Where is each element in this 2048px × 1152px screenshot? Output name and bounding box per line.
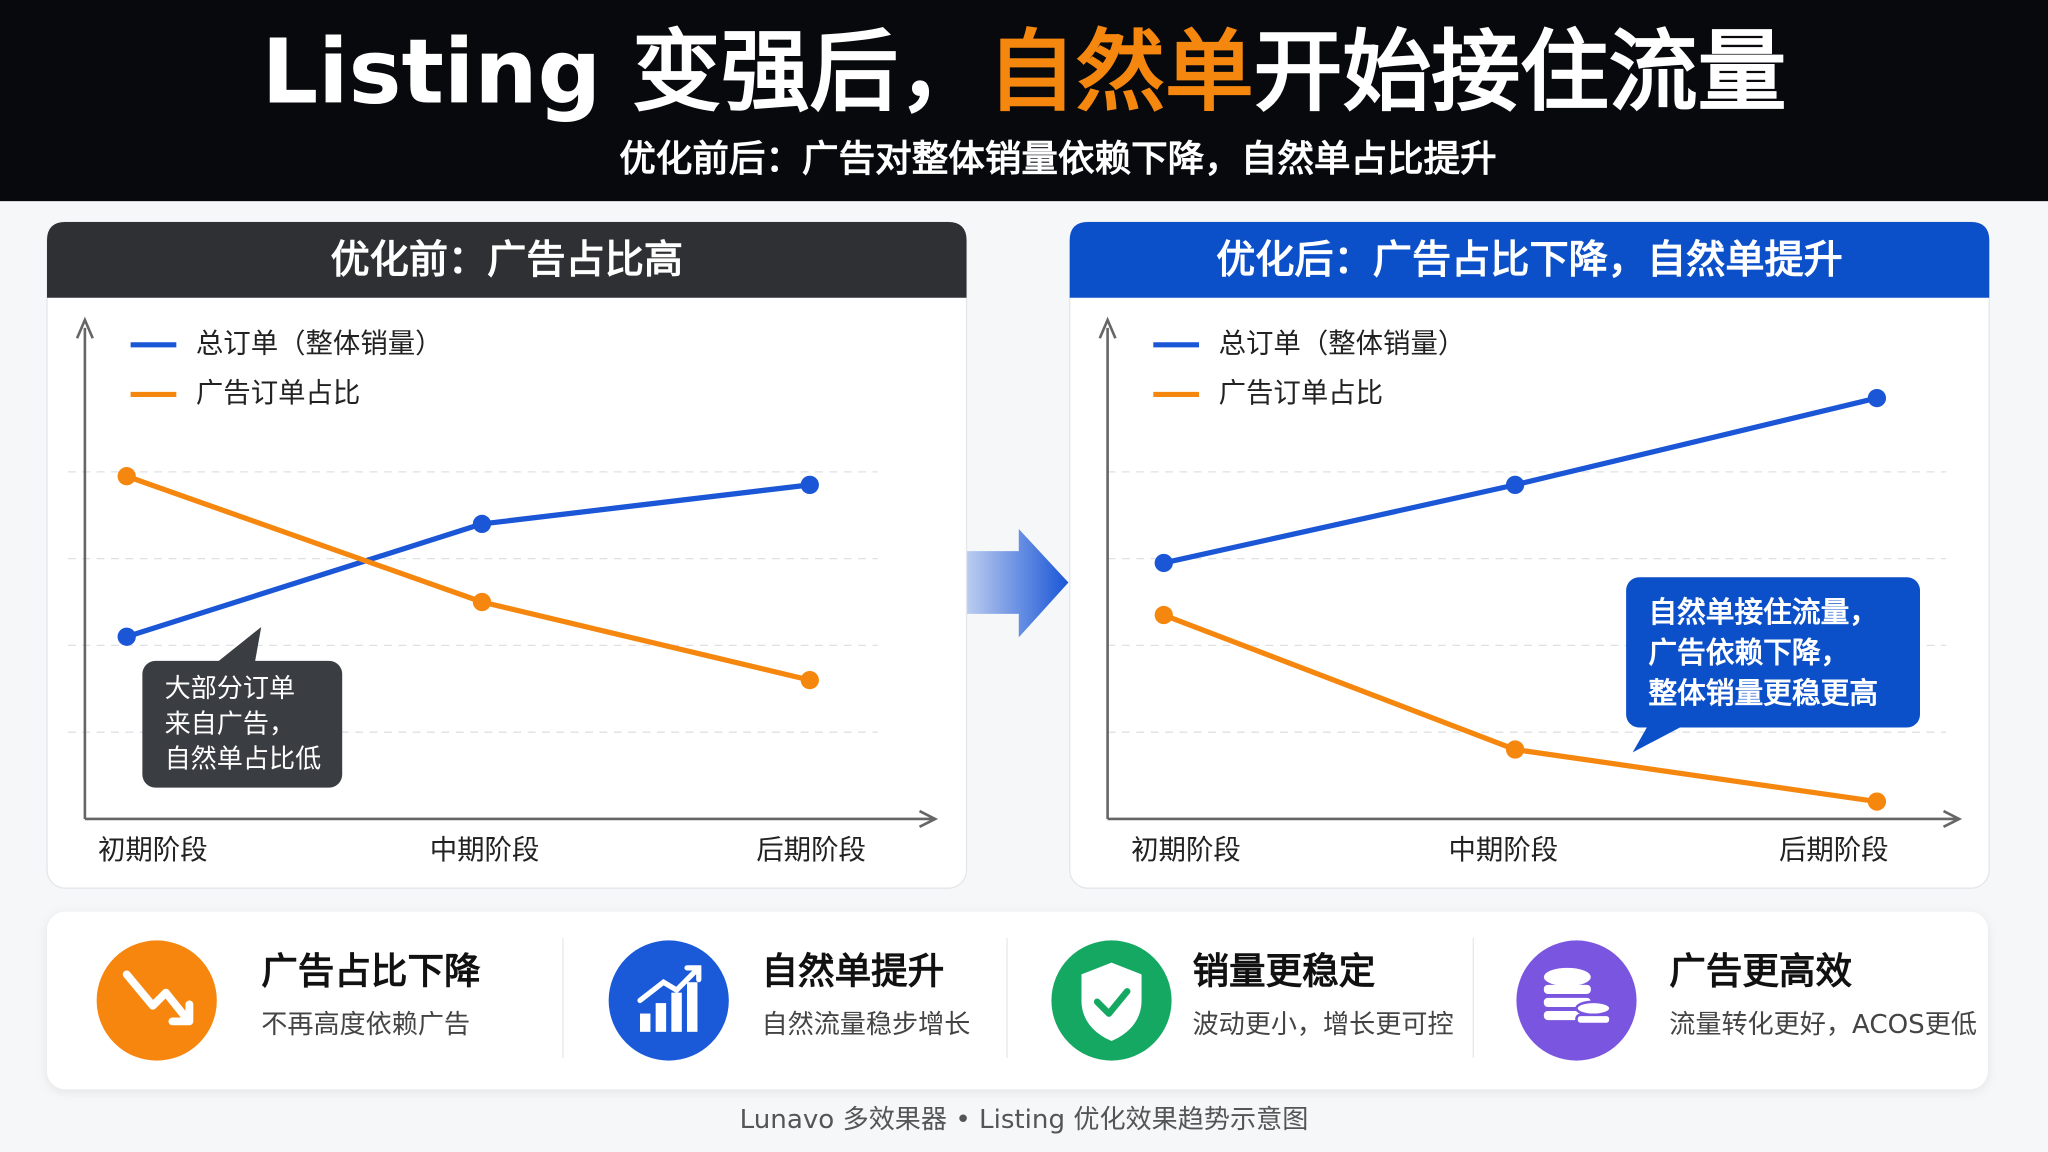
- data-point: [1505, 475, 1525, 495]
- feature-desc: 不再高度依赖广告: [261, 1010, 470, 1040]
- title-lead: Listing 变强后，: [262, 21, 988, 124]
- header-band: [0, 0, 2048, 202]
- data-point: [1154, 553, 1173, 573]
- legend-label: 广告订单占比: [196, 378, 360, 409]
- callout: [142, 660, 343, 788]
- callout: [1626, 577, 1920, 728]
- callout-text: 自然单占比低: [165, 745, 322, 775]
- feature-title: 销量更稳定: [1192, 950, 1375, 993]
- panel-header: [47, 222, 967, 317]
- x-tick-label: 初期阶段: [1131, 835, 1241, 866]
- subtitle: 优化前后：广告对整体销量依赖下降，自然单占比提升: [619, 137, 1497, 180]
- icon-growth: [608, 940, 729, 1061]
- feature-strip: [47, 911, 1988, 1090]
- title-highlight: 自然单: [987, 21, 1253, 124]
- data-point: [1154, 605, 1173, 625]
- legend-label: 广告订单占比: [1219, 378, 1383, 409]
- feature-desc: 流量转化更好，ACOS更低: [1669, 1010, 1977, 1040]
- callout-text: 整体销量更稳更高: [1648, 676, 1878, 710]
- x-tick-label: 中期阶段: [1449, 835, 1559, 866]
- footer: Lunavo 多效果器 • Listing 优化效果趋势示意图: [740, 1105, 1309, 1135]
- data-point: [472, 514, 492, 534]
- icon-shield: [1051, 940, 1172, 1061]
- x-tick-label: 后期阶段: [1779, 835, 1889, 866]
- panel-title: 优化后：广告占比下降，自然单提升: [1216, 238, 1843, 283]
- data-point: [800, 670, 819, 690]
- legend-label: 总订单（整体销量）: [1219, 328, 1466, 359]
- callout-tail: [1632, 724, 1685, 753]
- data-point: [1505, 740, 1525, 759]
- feature-title: 广告更高效: [1669, 950, 1852, 993]
- feature-desc: 自然流量稳步增长: [761, 1010, 970, 1040]
- callout-text: 广告依赖下降，: [1648, 635, 1849, 669]
- data-point: [472, 592, 492, 612]
- data-point: [1867, 792, 1887, 811]
- data-point: [800, 475, 819, 495]
- x-tick-label: 初期阶段: [98, 835, 208, 866]
- data-point: [1867, 388, 1887, 408]
- data-point: [117, 467, 136, 486]
- feature-title: 广告占比下降: [261, 950, 481, 993]
- data-point: [117, 627, 136, 646]
- title: Listing 变强后，自然单开始接住流量: [262, 21, 1787, 124]
- y-axis: [75, 316, 94, 819]
- panel-title: 优化前：广告占比高: [330, 238, 683, 283]
- x-tick-label: 后期阶段: [756, 835, 866, 866]
- panel-header: [1069, 222, 1990, 317]
- callout-text: 大部分订单: [165, 674, 296, 704]
- icon-down: [96, 940, 217, 1061]
- title-tail: 开始接住流量: [1254, 21, 1787, 124]
- x-tick-label: 中期阶段: [430, 835, 540, 866]
- y-axis: [1098, 316, 1117, 819]
- legend-label: 总订单（整体销量）: [196, 328, 443, 359]
- callout-text: 来自广告，: [165, 709, 296, 739]
- icon-coins: [1516, 940, 1637, 1061]
- x-axis: [1107, 809, 1963, 828]
- panel: [46, 221, 968, 889]
- feature-desc: 波动更小，增长更可控: [1192, 1010, 1453, 1040]
- x-axis: [84, 809, 939, 828]
- callout-text: 自然单接住流量，: [1648, 595, 1878, 629]
- feature-title: 自然单提升: [761, 950, 944, 993]
